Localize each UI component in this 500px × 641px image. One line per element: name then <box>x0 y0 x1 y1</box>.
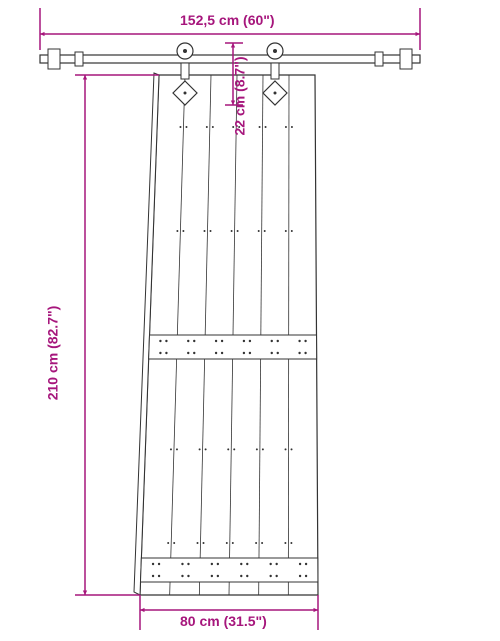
dim-door-height: 210 cm (82.7") <box>44 306 60 401</box>
door-diagram <box>0 0 500 641</box>
dim-hanger-height: 22 cm (8.7") <box>232 56 248 135</box>
dim-rail-width: 152,5 cm (60") <box>180 12 275 28</box>
dim-door-width: 80 cm (31.5") <box>180 613 267 629</box>
